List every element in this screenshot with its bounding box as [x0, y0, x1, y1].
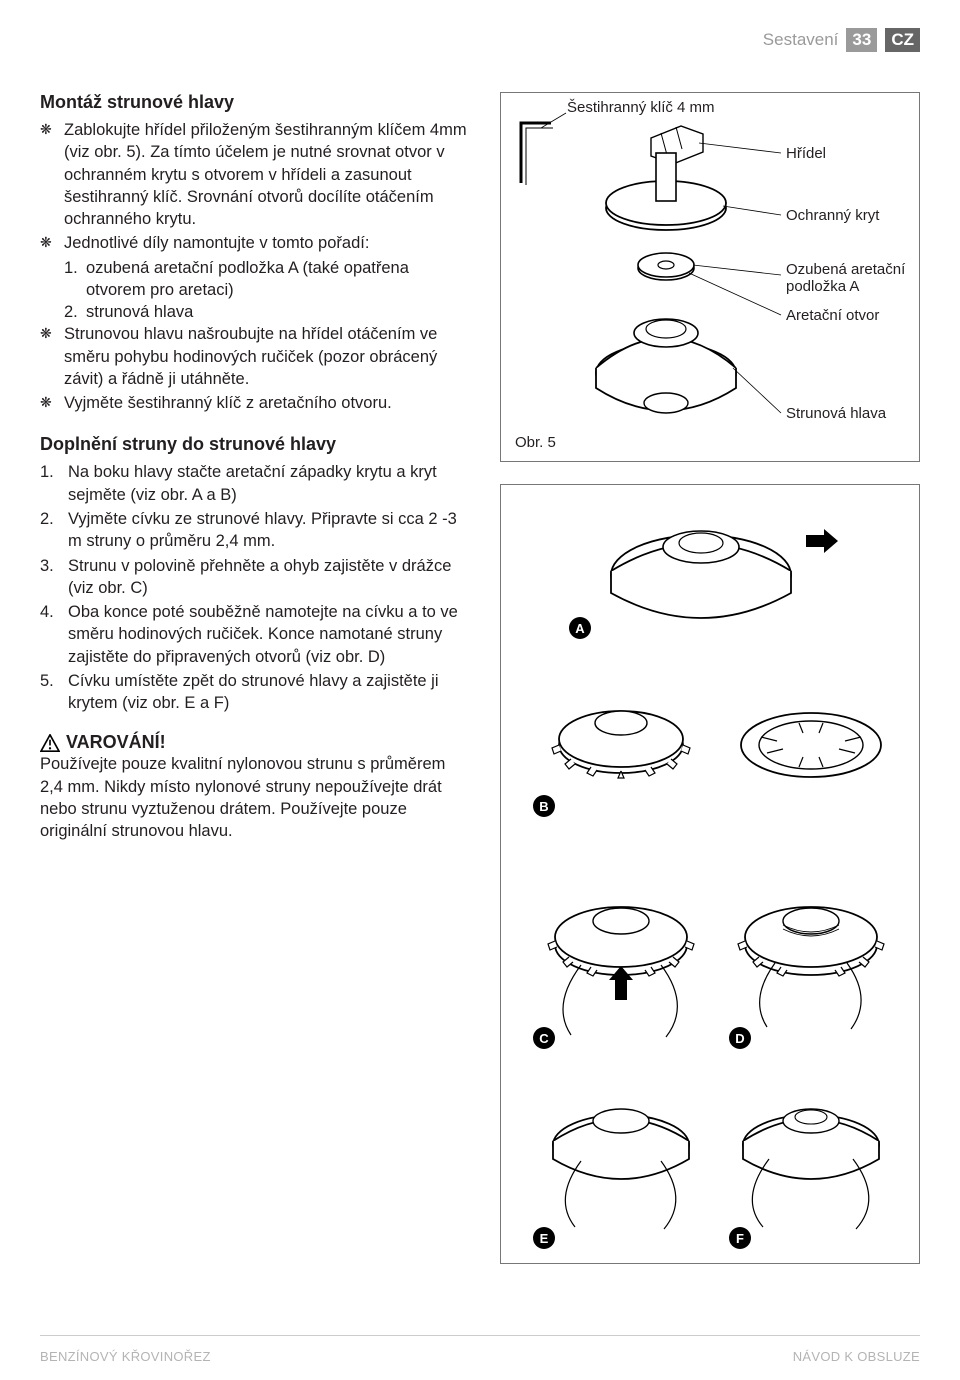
- fig5-label-head: Strunová hlava: [786, 405, 886, 422]
- label-e: E: [533, 1227, 555, 1249]
- bullet-item: Strunovou hlavu našroubujte na hřídel ot…: [40, 323, 470, 390]
- page-number: 33: [846, 28, 877, 52]
- label-d: D: [729, 1027, 751, 1049]
- fig5-label-cover: Ochranný kryt: [786, 207, 879, 224]
- section-name: Sestavení: [763, 30, 839, 50]
- bullet-item: Zablokujte hřídel přiloženým šestihranný…: [40, 119, 470, 230]
- figure-5: Šestihranný klíč 4 mm Hřídel Ochranný kr…: [500, 92, 920, 462]
- fig5-label-washer: Ozubená aretační podložka A: [786, 261, 916, 296]
- footer-rule: [40, 1335, 920, 1336]
- label-f: F: [729, 1227, 751, 1249]
- lang-badge: CZ: [885, 28, 920, 52]
- label-c: C: [533, 1027, 555, 1049]
- section1-sublist: 1.ozubená aretační podložka A (také opat…: [64, 257, 470, 324]
- label-a: A: [569, 617, 591, 639]
- list-item: 5.Cívku umístěte zpět do strunové hlavy …: [40, 670, 470, 715]
- section1-bullets: Zablokujte hřídel přiloženým šestihranný…: [40, 119, 470, 255]
- warning-heading: VAROVÁNÍ!: [40, 732, 470, 753]
- section1-title: Montáž strunové hlavy: [40, 92, 470, 113]
- section1-bullets-2: Strunovou hlavu našroubujte na hřídel ot…: [40, 323, 470, 414]
- section2-title: Doplnění struny do strunové hlavy: [40, 434, 470, 455]
- section2-numlist: 1.Na boku hlavy stačte aretační západky …: [40, 461, 470, 714]
- bullet-item: Vyjměte šestihranný klíč z aretačního ot…: [40, 392, 470, 414]
- list-item: 1.Na boku hlavy stačte aretační západky …: [40, 461, 470, 506]
- warning-body: Používejte pouze kvalitní nylonovou stru…: [40, 753, 470, 842]
- list-item: 2.Vyjměte cívku ze strunové hlavy. Připr…: [40, 508, 470, 553]
- list-item: 1.ozubená aretační podložka A (také opat…: [64, 257, 470, 302]
- list-item: 2.strunová hlava: [64, 301, 470, 323]
- list-item: 4.Oba konce poté souběžně namotejte na c…: [40, 601, 470, 668]
- list-item: 3.Strunu v polovině přehněte a ohyb zaji…: [40, 555, 470, 600]
- page-footer: BENZÍNOVÝ KŘOVINOŘEZ NÁVOD K OBSLUZE: [40, 1349, 920, 1364]
- fig5-caption: Obr. 5: [515, 434, 556, 451]
- fig5-label-shaft: Hřídel: [786, 145, 826, 162]
- bullet-item: Jednotlivé díly namontujte v tomto pořad…: [40, 232, 470, 254]
- fig5-label-key: Šestihranný klíč 4 mm: [567, 99, 715, 116]
- warning-icon: [40, 734, 60, 752]
- fig5-label-hole: Aretační otvor: [786, 307, 879, 324]
- figure-abcdef: A B C D E F: [500, 484, 920, 1264]
- footer-right: NÁVOD K OBSLUZE: [793, 1349, 920, 1364]
- footer-left: BENZÍNOVÝ KŘOVINOŘEZ: [40, 1349, 211, 1364]
- warning-title: VAROVÁNÍ!: [66, 732, 166, 753]
- label-b: B: [533, 795, 555, 817]
- page-header: Sestavení 33 CZ: [40, 28, 920, 52]
